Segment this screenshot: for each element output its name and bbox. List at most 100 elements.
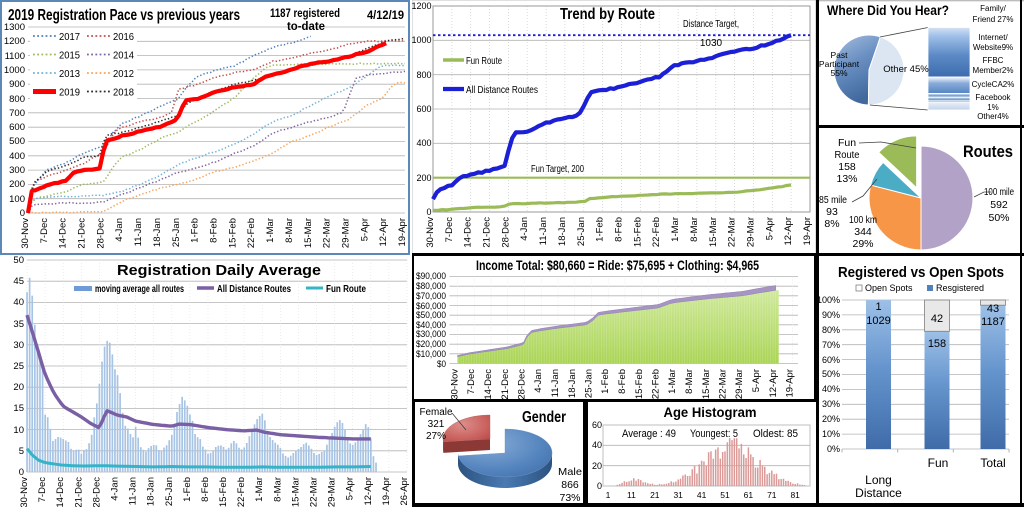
svg-text:18-Jan: 18-Jan bbox=[152, 218, 163, 247]
svg-text:12-Apr: 12-Apr bbox=[768, 369, 779, 398]
svg-text:100 mile: 100 mile bbox=[984, 186, 1014, 198]
svg-text:40: 40 bbox=[13, 297, 24, 308]
svg-text:moving average all routes: moving average all routes bbox=[95, 284, 184, 295]
svg-text:25-Jan: 25-Jan bbox=[164, 477, 175, 506]
svg-text:10: 10 bbox=[13, 425, 24, 436]
svg-text:8-Mar: 8-Mar bbox=[272, 477, 283, 502]
svg-text:93: 93 bbox=[826, 206, 838, 218]
svg-text:50%: 50% bbox=[822, 369, 840, 379]
svg-text:21-Dec: 21-Dec bbox=[73, 477, 84, 507]
svg-text:21-Dec: 21-Dec bbox=[77, 218, 88, 249]
svg-text:22-Feb: 22-Feb bbox=[651, 217, 662, 247]
svg-text:$80,000: $80,000 bbox=[416, 281, 446, 292]
svg-text:600: 600 bbox=[416, 104, 431, 114]
svg-text:26-Apr: 26-Apr bbox=[399, 477, 410, 506]
svg-text:4-Jan: 4-Jan bbox=[114, 218, 125, 242]
svg-text:8-Mar: 8-Mar bbox=[684, 369, 695, 394]
svg-text:CycleCA2%: CycleCA2% bbox=[972, 80, 1015, 89]
svg-text:42: 42 bbox=[931, 313, 943, 325]
svg-text:20: 20 bbox=[592, 461, 602, 471]
svg-text:1-Mar: 1-Mar bbox=[670, 217, 681, 242]
svg-text:4-Jan: 4-Jan bbox=[519, 217, 530, 241]
svg-text:4/12/19: 4/12/19 bbox=[367, 10, 404, 22]
svg-text:19-Apr: 19-Apr bbox=[785, 369, 796, 398]
svg-text:8-Feb: 8-Feb bbox=[614, 217, 625, 242]
svg-text:20%: 20% bbox=[822, 414, 840, 424]
svg-text:0: 0 bbox=[20, 208, 25, 219]
svg-text:8-Feb: 8-Feb bbox=[209, 218, 220, 243]
svg-text:2015: 2015 bbox=[59, 50, 80, 62]
svg-text:Past: Past bbox=[830, 50, 848, 60]
svg-text:28-Dec: 28-Dec bbox=[91, 477, 102, 507]
svg-text:55%: 55% bbox=[830, 68, 847, 78]
svg-text:15-Feb: 15-Feb bbox=[218, 477, 229, 507]
svg-text:Distance Target,: Distance Target, bbox=[683, 19, 739, 30]
svg-text:30-Nov: 30-Nov bbox=[450, 369, 461, 400]
svg-text:$50,000: $50,000 bbox=[416, 310, 446, 321]
svg-text:30-Nov: 30-Nov bbox=[425, 217, 436, 248]
svg-text:29-Mar: 29-Mar bbox=[745, 217, 756, 247]
svg-text:100 km: 100 km bbox=[849, 214, 877, 226]
svg-text:15: 15 bbox=[13, 403, 24, 414]
svg-text:Long: Long bbox=[865, 473, 892, 487]
svg-text:1030: 1030 bbox=[700, 38, 723, 49]
svg-text:25-Jan: 25-Jan bbox=[576, 217, 587, 246]
svg-text:1000: 1000 bbox=[412, 35, 432, 45]
svg-text:2017: 2017 bbox=[59, 31, 80, 43]
svg-text:All Distance Routes: All Distance Routes bbox=[217, 284, 291, 295]
svg-text:Male: Male bbox=[558, 466, 582, 478]
svg-text:8-Mar: 8-Mar bbox=[689, 217, 700, 242]
svg-text:1187 registered: 1187 registered bbox=[270, 8, 340, 20]
svg-text:19-Apr: 19-Apr bbox=[802, 217, 813, 246]
svg-text:28-Dec: 28-Dec bbox=[517, 369, 528, 400]
svg-text:592: 592 bbox=[990, 199, 1008, 211]
svg-text:25: 25 bbox=[13, 361, 24, 372]
svg-text:85 mile: 85 mile bbox=[819, 194, 847, 206]
svg-text:30: 30 bbox=[13, 340, 24, 351]
svg-text:14-Dec: 14-Dec bbox=[58, 218, 69, 249]
svg-text:Age Histogram: Age Histogram bbox=[664, 405, 757, 420]
svg-text:11-Jan: 11-Jan bbox=[133, 218, 144, 246]
svg-text:$40,000: $40,000 bbox=[416, 320, 446, 331]
svg-text:900: 900 bbox=[9, 79, 25, 90]
svg-text:2018: 2018 bbox=[113, 87, 134, 99]
svg-text:19-Apr: 19-Apr bbox=[381, 477, 392, 506]
svg-text:Other 45%: Other 45% bbox=[883, 64, 929, 75]
svg-text:Fun Route: Fun Route bbox=[466, 55, 502, 67]
svg-text:28-Dec: 28-Dec bbox=[500, 217, 511, 248]
svg-text:31: 31 bbox=[673, 490, 683, 500]
svg-text:200: 200 bbox=[9, 179, 25, 190]
svg-text:Registration Daily Average: Registration Daily Average bbox=[117, 263, 321, 279]
svg-text:1200: 1200 bbox=[412, 1, 432, 11]
svg-text:1-Mar: 1-Mar bbox=[667, 369, 678, 394]
svg-text:1100: 1100 bbox=[5, 51, 25, 62]
svg-text:Youngest: 5: Youngest: 5 bbox=[690, 428, 738, 440]
svg-text:1-Feb: 1-Feb bbox=[600, 369, 611, 394]
svg-text:8%: 8% bbox=[824, 218, 839, 230]
svg-text:22-Mar: 22-Mar bbox=[309, 477, 320, 507]
svg-text:41: 41 bbox=[697, 490, 707, 500]
svg-text:30-Nov: 30-Nov bbox=[19, 477, 30, 507]
svg-text:60%: 60% bbox=[822, 355, 840, 365]
svg-text:73%: 73% bbox=[559, 492, 580, 503]
svg-text:11: 11 bbox=[627, 490, 636, 500]
svg-text:22-Mar: 22-Mar bbox=[718, 369, 729, 399]
svg-text:20: 20 bbox=[13, 382, 24, 393]
svg-text:50: 50 bbox=[13, 256, 24, 266]
svg-text:FFBC: FFBC bbox=[983, 56, 1004, 65]
svg-text:22-Mar: 22-Mar bbox=[727, 217, 738, 247]
svg-text:Average : 49: Average : 49 bbox=[622, 428, 676, 440]
svg-text:Open Spots: Open Spots bbox=[865, 283, 913, 293]
svg-text:1000: 1000 bbox=[4, 65, 25, 76]
svg-text:300: 300 bbox=[9, 165, 25, 176]
svg-text:1-Feb: 1-Feb bbox=[595, 217, 606, 242]
svg-text:Routes: Routes bbox=[963, 143, 1013, 161]
svg-text:4-Jan: 4-Jan bbox=[533, 369, 544, 393]
svg-text:18-Jan: 18-Jan bbox=[557, 217, 568, 246]
svg-text:13%: 13% bbox=[836, 173, 857, 185]
svg-text:$0: $0 bbox=[437, 359, 446, 370]
svg-text:Member2%: Member2% bbox=[973, 66, 1014, 75]
svg-text:15-Mar: 15-Mar bbox=[303, 218, 314, 248]
svg-text:100%: 100% bbox=[819, 295, 840, 305]
svg-text:8-Mar: 8-Mar bbox=[284, 218, 295, 243]
